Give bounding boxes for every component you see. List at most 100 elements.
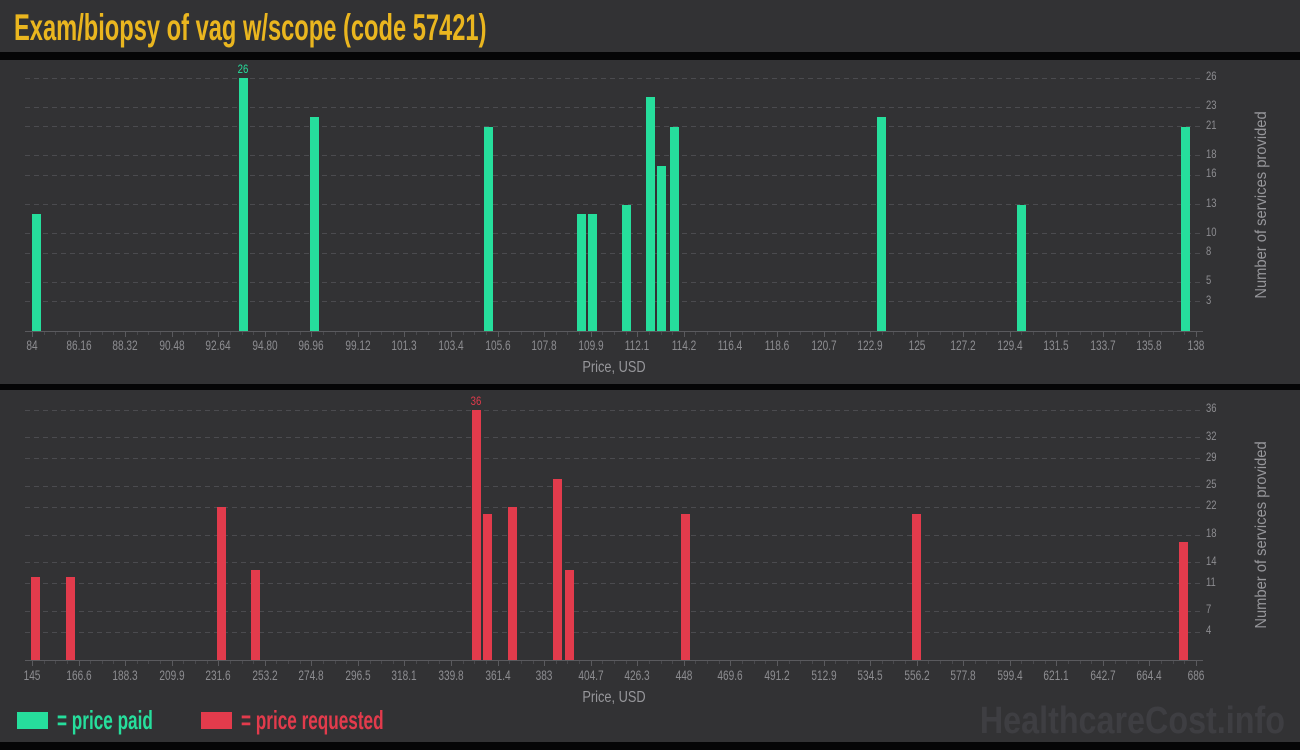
x-tick-label: 101.3 [391, 337, 418, 353]
x-axis-minor-tick [800, 332, 802, 335]
x-axis-minor-tick [1172, 332, 1174, 335]
x-tick-label: 112.1 [625, 337, 650, 353]
x-axis-minor-tick [1161, 332, 1163, 335]
y-axis-title: Number of services provided [1253, 441, 1270, 629]
x-axis-minor-tick [765, 332, 767, 335]
y-tick-label: 22 [1206, 500, 1217, 513]
x-axis-minor-tick [753, 661, 755, 664]
x-axis-minor-tick [253, 661, 255, 664]
y-tick-label: 8 [1206, 246, 1212, 259]
x-axis-minor-tick [555, 661, 557, 664]
x-axis-minor-tick [986, 332, 988, 335]
y-tick-label: 10 [1206, 226, 1217, 239]
x-axis-minor-tick [974, 661, 976, 664]
x-tick-label: 642.7 [1090, 667, 1116, 683]
x-axis-minor-tick [183, 661, 185, 664]
x-axis-tick [1056, 661, 1058, 666]
x-axis-tick [590, 332, 592, 337]
x-axis-minor-tick [974, 332, 976, 335]
x-axis-minor-tick [1126, 661, 1128, 664]
x-tick-label: 135.8 [1136, 337, 1163, 353]
x-axis-minor-tick [1079, 661, 1081, 664]
page-title: Exam/biopsy of vag w/scope (code 57421) [14, 7, 487, 48]
x-axis-minor-tick [43, 661, 45, 664]
x-axis-tick [218, 661, 220, 666]
x-axis-minor-tick [614, 661, 615, 664]
x-axis-tick [497, 661, 499, 666]
bar-price-paid [1016, 204, 1026, 331]
x-axis-minor-tick [579, 661, 581, 664]
y-tick-label: 11 [1206, 576, 1216, 589]
x-axis-minor-tick [1184, 332, 1186, 335]
max-bar-value-label: 26 [237, 62, 249, 76]
x-axis-minor-tick [520, 332, 522, 335]
bar-price-paid [669, 126, 679, 331]
x-tick-label: 166.6 [65, 667, 92, 683]
x-axis-minor-tick [55, 661, 57, 664]
x-axis-tick [264, 332, 266, 337]
x-axis-minor-tick [811, 332, 813, 335]
x-axis-minor-tick [346, 661, 348, 664]
x-axis-minor-tick [416, 661, 418, 664]
x-axis-minor-tick [241, 332, 243, 335]
x-axis-tick [78, 332, 80, 337]
bar-price-requested [217, 507, 227, 660]
x-axis-minor-tick [369, 332, 371, 335]
x-axis-tick [404, 332, 406, 337]
x-axis-minor-tick [881, 661, 883, 664]
x-tick-label: 686 [1187, 667, 1205, 683]
x-axis-tick [171, 661, 173, 666]
x-tick-label: 131.5 [1043, 337, 1069, 353]
x-axis-minor-tick [427, 661, 429, 664]
x-axis-minor-tick [788, 661, 790, 664]
x-axis-minor-tick [788, 332, 790, 335]
x-tick-label: 231.6 [205, 667, 231, 683]
x-axis-tick [963, 661, 965, 666]
x-tick-label: 253.2 [252, 667, 278, 683]
gridline [25, 233, 1203, 235]
x-axis-minor-tick [66, 661, 68, 664]
x-tick-label: 318.1 [391, 667, 418, 683]
x-tick-label: 84 [26, 337, 38, 353]
x-tick-label: 92.64 [205, 337, 231, 353]
gridline [25, 485, 1203, 487]
x-tick-label: 94.80 [252, 337, 278, 353]
y-tick-label: 25 [1206, 479, 1217, 492]
x-axis-minor-tick [206, 661, 208, 664]
x-axis-tick [171, 332, 173, 337]
x-axis-minor-tick [160, 332, 162, 335]
x-axis-minor-tick [299, 332, 301, 335]
x-tick-label: 86.16 [65, 337, 92, 353]
x-axis-minor-tick [253, 332, 255, 335]
x-tick-label: 469.6 [717, 667, 744, 683]
x-axis-minor-tick [532, 661, 534, 664]
bar-price-requested [912, 514, 922, 660]
x-axis-minor-tick [113, 661, 115, 664]
gridline [25, 174, 1203, 176]
x-axis-minor-tick [439, 332, 441, 335]
x-tick-label: 426.3 [624, 667, 650, 683]
x-axis-minor-tick [427, 332, 429, 335]
x-tick-label: 120.7 [810, 337, 837, 353]
x-axis-minor-tick [905, 661, 906, 664]
x-axis-minor-tick [346, 332, 348, 335]
x-axis-minor-tick [160, 661, 162, 664]
gridline [25, 583, 1203, 585]
bar-price-paid [31, 214, 41, 331]
x-tick-label: 138 [1187, 337, 1205, 353]
x-axis-minor-tick [485, 332, 487, 335]
y-tick-label: 32 [1206, 430, 1217, 443]
x-tick-label: 96.96 [298, 337, 324, 353]
y-tick-label: 18 [1206, 148, 1217, 161]
y-tick-label: 5 [1206, 275, 1212, 288]
x-tick-label: 577.8 [950, 667, 976, 683]
x-tick-label: 296.5 [345, 667, 371, 683]
x-tick-label: 404.7 [578, 667, 604, 683]
x-axis-minor-tick [1021, 332, 1023, 335]
gridline [25, 409, 1203, 411]
x-axis-minor-tick [1079, 332, 1081, 335]
x-axis-minor-tick [1033, 661, 1035, 664]
separator-bottom [0, 742, 1300, 750]
